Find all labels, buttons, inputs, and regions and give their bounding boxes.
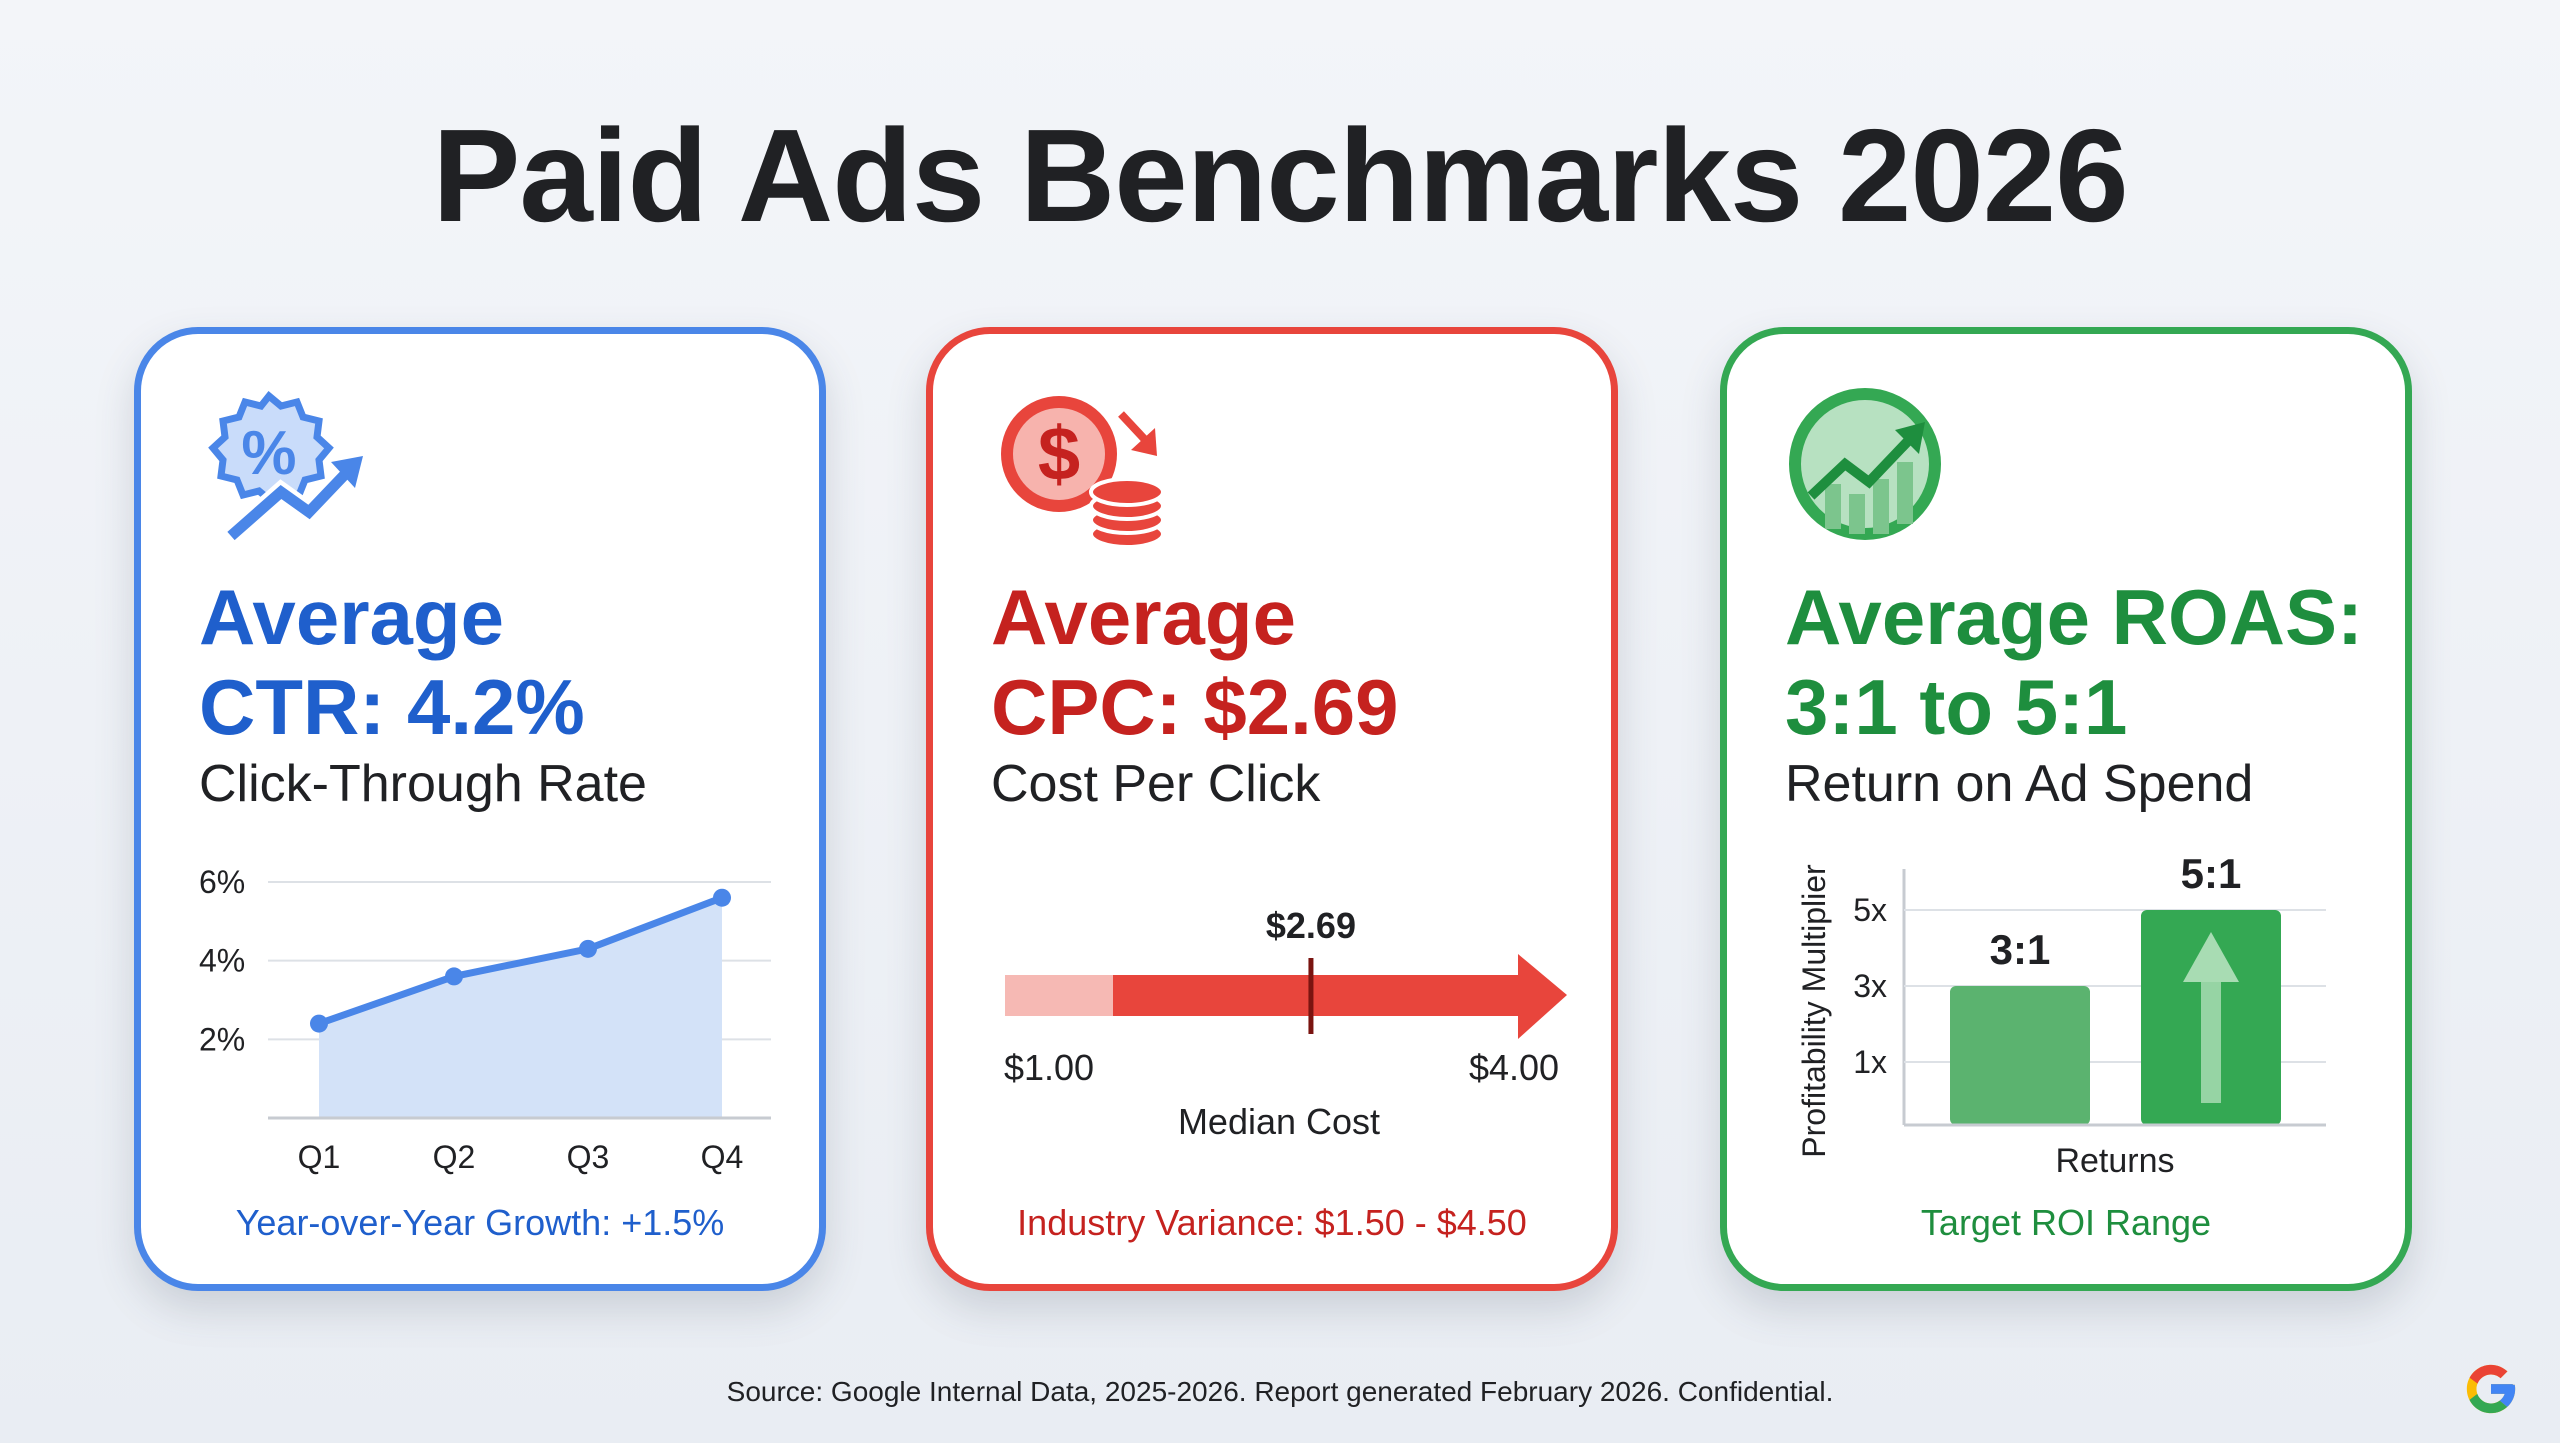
ctr-heading-line1: Average <box>199 573 504 661</box>
x-tick-label: Q2 <box>433 1139 476 1175</box>
roas-heading-line2: 3:1 to 5:1 <box>1785 663 2128 751</box>
cpc-heading-line2: CPC: $2.69 <box>991 663 1399 751</box>
y-tick-label: 1x <box>1853 1044 1887 1080</box>
dollar-coins-down-arrow-icon: $ <box>1001 396 1161 549</box>
source-note: Source: Google Internal Data, 2025-2026.… <box>726 1376 1834 1407</box>
y-tick-label: 3x <box>1853 968 1887 1004</box>
y-tick-label: 5x <box>1853 892 1887 928</box>
cpc-heading-line1: Average <box>991 573 1296 661</box>
roas-subtitle: Return on Ad Spend <box>1785 755 2254 813</box>
y-tick-label: 4% <box>199 943 245 979</box>
ctr-line-chart: 2% 4% 6% Q1 Q2 Q3 Q4 <box>199 864 771 1175</box>
data-point <box>713 888 731 907</box>
roas-bar-chart: 1x 3x 5x 3:1 5:1 Returns Profitability Multipl… <box>1796 850 2326 1180</box>
cpc-range-chart: $2.69 $1.00 $4.00 Median Cost <box>1004 905 1567 1142</box>
x-tick-label: Q1 <box>298 1139 341 1175</box>
data-point <box>310 1014 328 1033</box>
x-tick-label: Q3 <box>567 1139 610 1175</box>
x-axis-label: Median Cost <box>1178 1101 1380 1142</box>
x-tick-label: Q4 <box>701 1139 744 1175</box>
ctr-heading-line2: CTR: 4.2% <box>199 663 585 751</box>
y-tick-label: 6% <box>199 864 245 900</box>
y-axis-label: Profitability Multiplier <box>1796 864 1832 1158</box>
min-label: $1.00 <box>1004 1047 1094 1088</box>
data-point <box>579 939 597 958</box>
ctr-footer: Year-over-Year Growth: +1.5% <box>235 1202 725 1243</box>
ctr-card: % Average CTR: 4.2% Click-Through Rate 2… <box>134 327 826 1291</box>
svg-text:%: % <box>241 419 296 488</box>
cpc-footer: Industry Variance: $1.50 - $4.50 <box>1017 1202 1527 1243</box>
bar-data-label: 5:1 <box>2181 850 2242 897</box>
bar <box>1950 986 2090 1125</box>
range-arrowhead <box>1518 954 1567 1039</box>
percent-badge-trend-icon: % <box>208 391 363 544</box>
y-tick-label: 2% <box>199 1021 245 1057</box>
marker-label: $2.69 <box>1266 905 1356 946</box>
growth-chart-circle-icon <box>1789 388 1941 540</box>
data-point <box>445 967 463 986</box>
ctr-subtitle: Click-Through Rate <box>199 755 647 813</box>
page-title: Paid Ads Benchmarks 2026 <box>432 102 2128 249</box>
x-axis-label: Returns <box>2055 1142 2174 1180</box>
series-line <box>317 894 724 1027</box>
cpc-subtitle: Cost Per Click <box>991 755 1321 813</box>
roas-heading-line1: Average ROAS: <box>1785 573 2363 661</box>
cpc-card: $ Average CPC: $2.69 Cost Per Click $2.6… <box>926 327 1618 1291</box>
up-arrow-head <box>2183 932 2239 982</box>
range-bar-low <box>1005 975 1113 1016</box>
roas-footer: Target ROI Range <box>1920 1202 2212 1243</box>
max-label: $4.00 <box>1469 1047 1559 1088</box>
svg-text:$: $ <box>1038 412 1080 497</box>
google-logo <box>2466 1364 2516 1414</box>
area-fill <box>319 897 722 1118</box>
up-arrow-shaft <box>2201 978 2221 1103</box>
bar-data-label: 3:1 <box>1990 926 2051 973</box>
roas-card: Average ROAS: 3:1 to 5:1 Return on Ad Sp… <box>1720 327 2412 1291</box>
